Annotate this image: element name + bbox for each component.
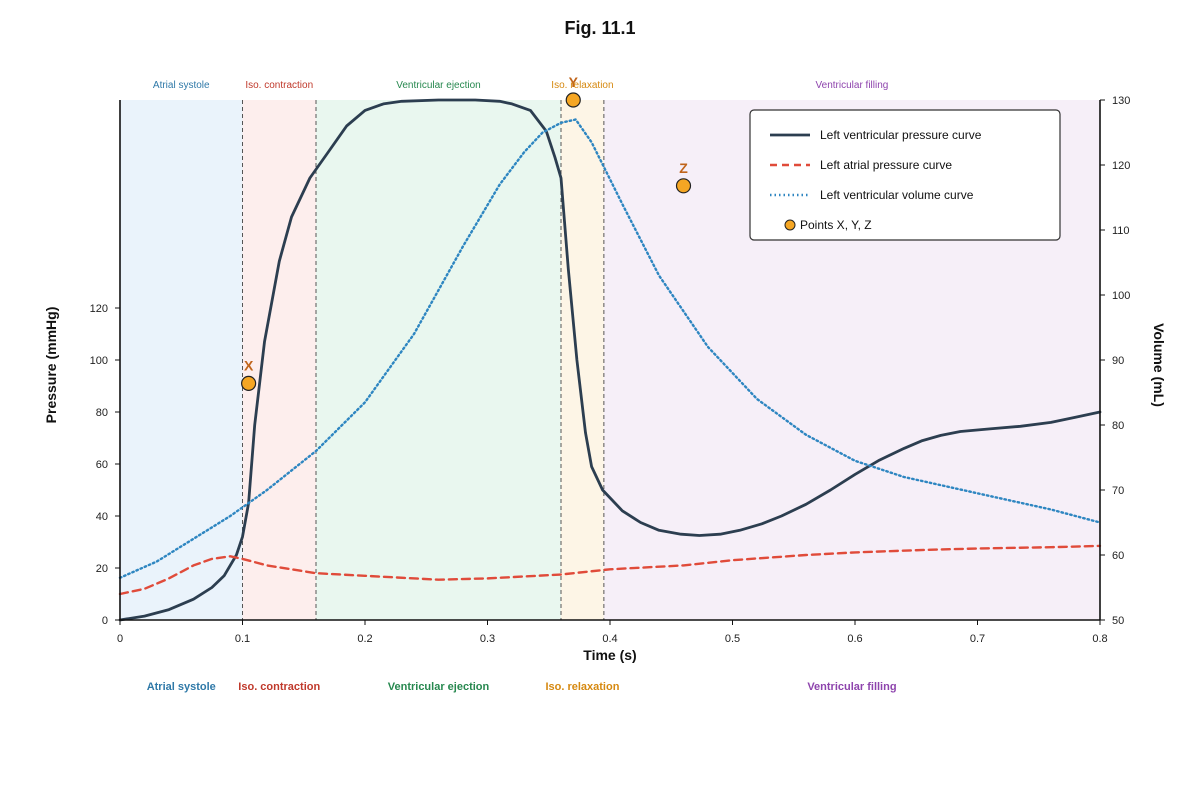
y-tick-label: 120 (90, 303, 108, 315)
point-label-y: Y (569, 74, 579, 90)
phase-top-labels: Atrial systole Iso. contraction Ventricula… (153, 80, 888, 91)
series-layer (118, 98, 1102, 622)
y-tick-label: 20 (96, 563, 108, 575)
legend-label-pressure: Left ventricular pressure curve (820, 128, 982, 142)
legend: Left ventricular pressure curve Left atr… (749, 109, 1061, 241)
series-line-lv-volume (118, 118, 1102, 579)
y-tick-label: 80 (96, 407, 108, 419)
series-line-lv-pressure (118, 98, 1102, 622)
points-layer: X Y Z (241, 74, 692, 391)
y-tick-label: 60 (96, 459, 108, 471)
phase-band (316, 100, 561, 620)
phase-top-label: Atrial systole (153, 80, 210, 91)
legend-label-points: Points X, Y, Z (800, 218, 872, 232)
x-tick-label: 0.7 (970, 633, 985, 645)
y2-tick-label: 120 (1112, 160, 1130, 172)
y-tick-label: 100 (90, 355, 108, 367)
point-label-x: X (244, 357, 254, 373)
x-tick-label: 0.5 (725, 633, 740, 645)
point-marker-z (675, 178, 692, 194)
y2-tick-label: 50 (1112, 615, 1124, 627)
phase-bottom-labels: Atrial systole Iso. contraction Ventricula… (147, 681, 897, 693)
x-tick-label: 0.8 (1092, 633, 1107, 645)
y-axis-label: Pressure (mmHg) (43, 307, 59, 424)
y-tick-label: 40 (96, 511, 108, 523)
y2-axis-label: Volume (mL) (1151, 323, 1167, 407)
axes: 0 0.1 0.2 0.3 0.4 0.5 0.6 0.7 0.8 0 20 40 60 80 100 120… (90, 95, 1131, 645)
x-tick-label: 0.1 (235, 633, 250, 645)
legend-label-volume: Left ventricular volume curve (820, 188, 974, 202)
point-marker-x (241, 375, 257, 391)
legend-box (749, 109, 1061, 241)
x-tick-label: 0.6 (847, 633, 862, 645)
phase-top-label: Iso. contraction (245, 80, 313, 91)
phase-bottom-label: Atrial systole (147, 681, 216, 693)
point-marker-y (565, 92, 581, 108)
legend-swatch-points (784, 219, 796, 231)
x-tick-label: 0 (117, 633, 123, 645)
phase-band (120, 100, 243, 620)
y2-tick-label: 70 (1112, 485, 1124, 497)
y2-tick-label: 130 (1112, 95, 1130, 107)
phase-band (242, 100, 316, 620)
phase-bottom-label: Iso. contraction (238, 681, 320, 693)
x-axis-label: Time (s) (583, 647, 636, 663)
phase-top-label: Ventricular filling (816, 80, 889, 91)
phase-band (561, 100, 604, 620)
y2-tick-label: 90 (1112, 355, 1124, 367)
chart-title: Fig. 11.1 (564, 18, 636, 38)
phase-bottom-label: Ventricular filling (807, 681, 896, 693)
phase-bottom-label: Iso. relaxation (545, 681, 619, 693)
x-tick-label: 0.2 (357, 633, 372, 645)
y2-tick-label: 110 (1112, 225, 1130, 237)
y2-tick-label: 80 (1112, 420, 1124, 432)
phase-bottom-label: Ventricular ejection (388, 681, 490, 693)
y2-tick-label: 60 (1112, 550, 1124, 562)
series-line-la-pressure (118, 544, 1102, 596)
x-tick-label: 0.4 (602, 633, 617, 645)
phase-top-label: Iso. relaxation (551, 80, 613, 91)
legend-label-atrial: Left atrial pressure curve (820, 158, 952, 172)
phase-top-label: Ventricular ejection (396, 80, 481, 91)
y2-tick-label: 100 (1112, 290, 1130, 302)
point-label-z: Z (679, 160, 688, 176)
y-tick-label: 0 (102, 615, 108, 627)
x-tick-label: 0.3 (480, 633, 495, 645)
